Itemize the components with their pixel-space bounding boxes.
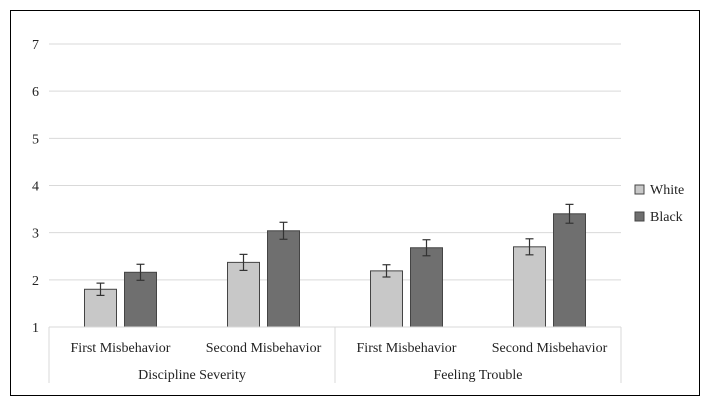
legend-swatch bbox=[634, 211, 645, 222]
legend-label: White bbox=[650, 183, 684, 198]
bar bbox=[370, 270, 403, 328]
bar bbox=[410, 247, 443, 328]
y-axis-ticks: 1 2 3 4 5 6 7 bbox=[32, 38, 39, 336]
y-tick-label: 2 bbox=[32, 274, 39, 289]
y-tick-label: 7 bbox=[32, 38, 39, 53]
bars bbox=[84, 213, 586, 328]
gridlines bbox=[49, 43, 621, 281]
x-tick-label: First Misbehavior bbox=[357, 341, 457, 356]
y-tick-label: 1 bbox=[32, 321, 39, 336]
bar bbox=[124, 271, 157, 328]
bar bbox=[513, 246, 546, 328]
x-tick-label: Second Misbehavior bbox=[206, 341, 322, 356]
bar-chart: 1 2 3 4 5 6 7 First Misbehavior Second Misbehav… bbox=[32, 38, 684, 383]
x-tick-label: First Misbehavior bbox=[71, 341, 171, 356]
chart-frame: 1 2 3 4 5 6 7 First Misbehavior Second Misbehav… bbox=[10, 10, 700, 396]
y-tick-label: 5 bbox=[32, 132, 39, 147]
legend: White Black bbox=[634, 183, 684, 225]
error-bars bbox=[96, 203, 574, 296]
y-tick-label: 3 bbox=[32, 227, 39, 242]
y-tick-label: 4 bbox=[32, 180, 39, 195]
bar bbox=[553, 213, 586, 328]
legend-label: Black bbox=[650, 210, 683, 225]
legend-swatch bbox=[634, 184, 645, 195]
bar bbox=[267, 230, 300, 328]
x-axis: First Misbehavior Second Misbehavior Disci… bbox=[48, 326, 622, 383]
x-tick-label: Second Misbehavior bbox=[492, 341, 608, 356]
bar bbox=[227, 261, 260, 328]
x-group-label: Discipline Severity bbox=[138, 368, 246, 383]
y-tick-label: 6 bbox=[32, 85, 39, 100]
x-group-label: Feeling Trouble bbox=[433, 368, 522, 383]
